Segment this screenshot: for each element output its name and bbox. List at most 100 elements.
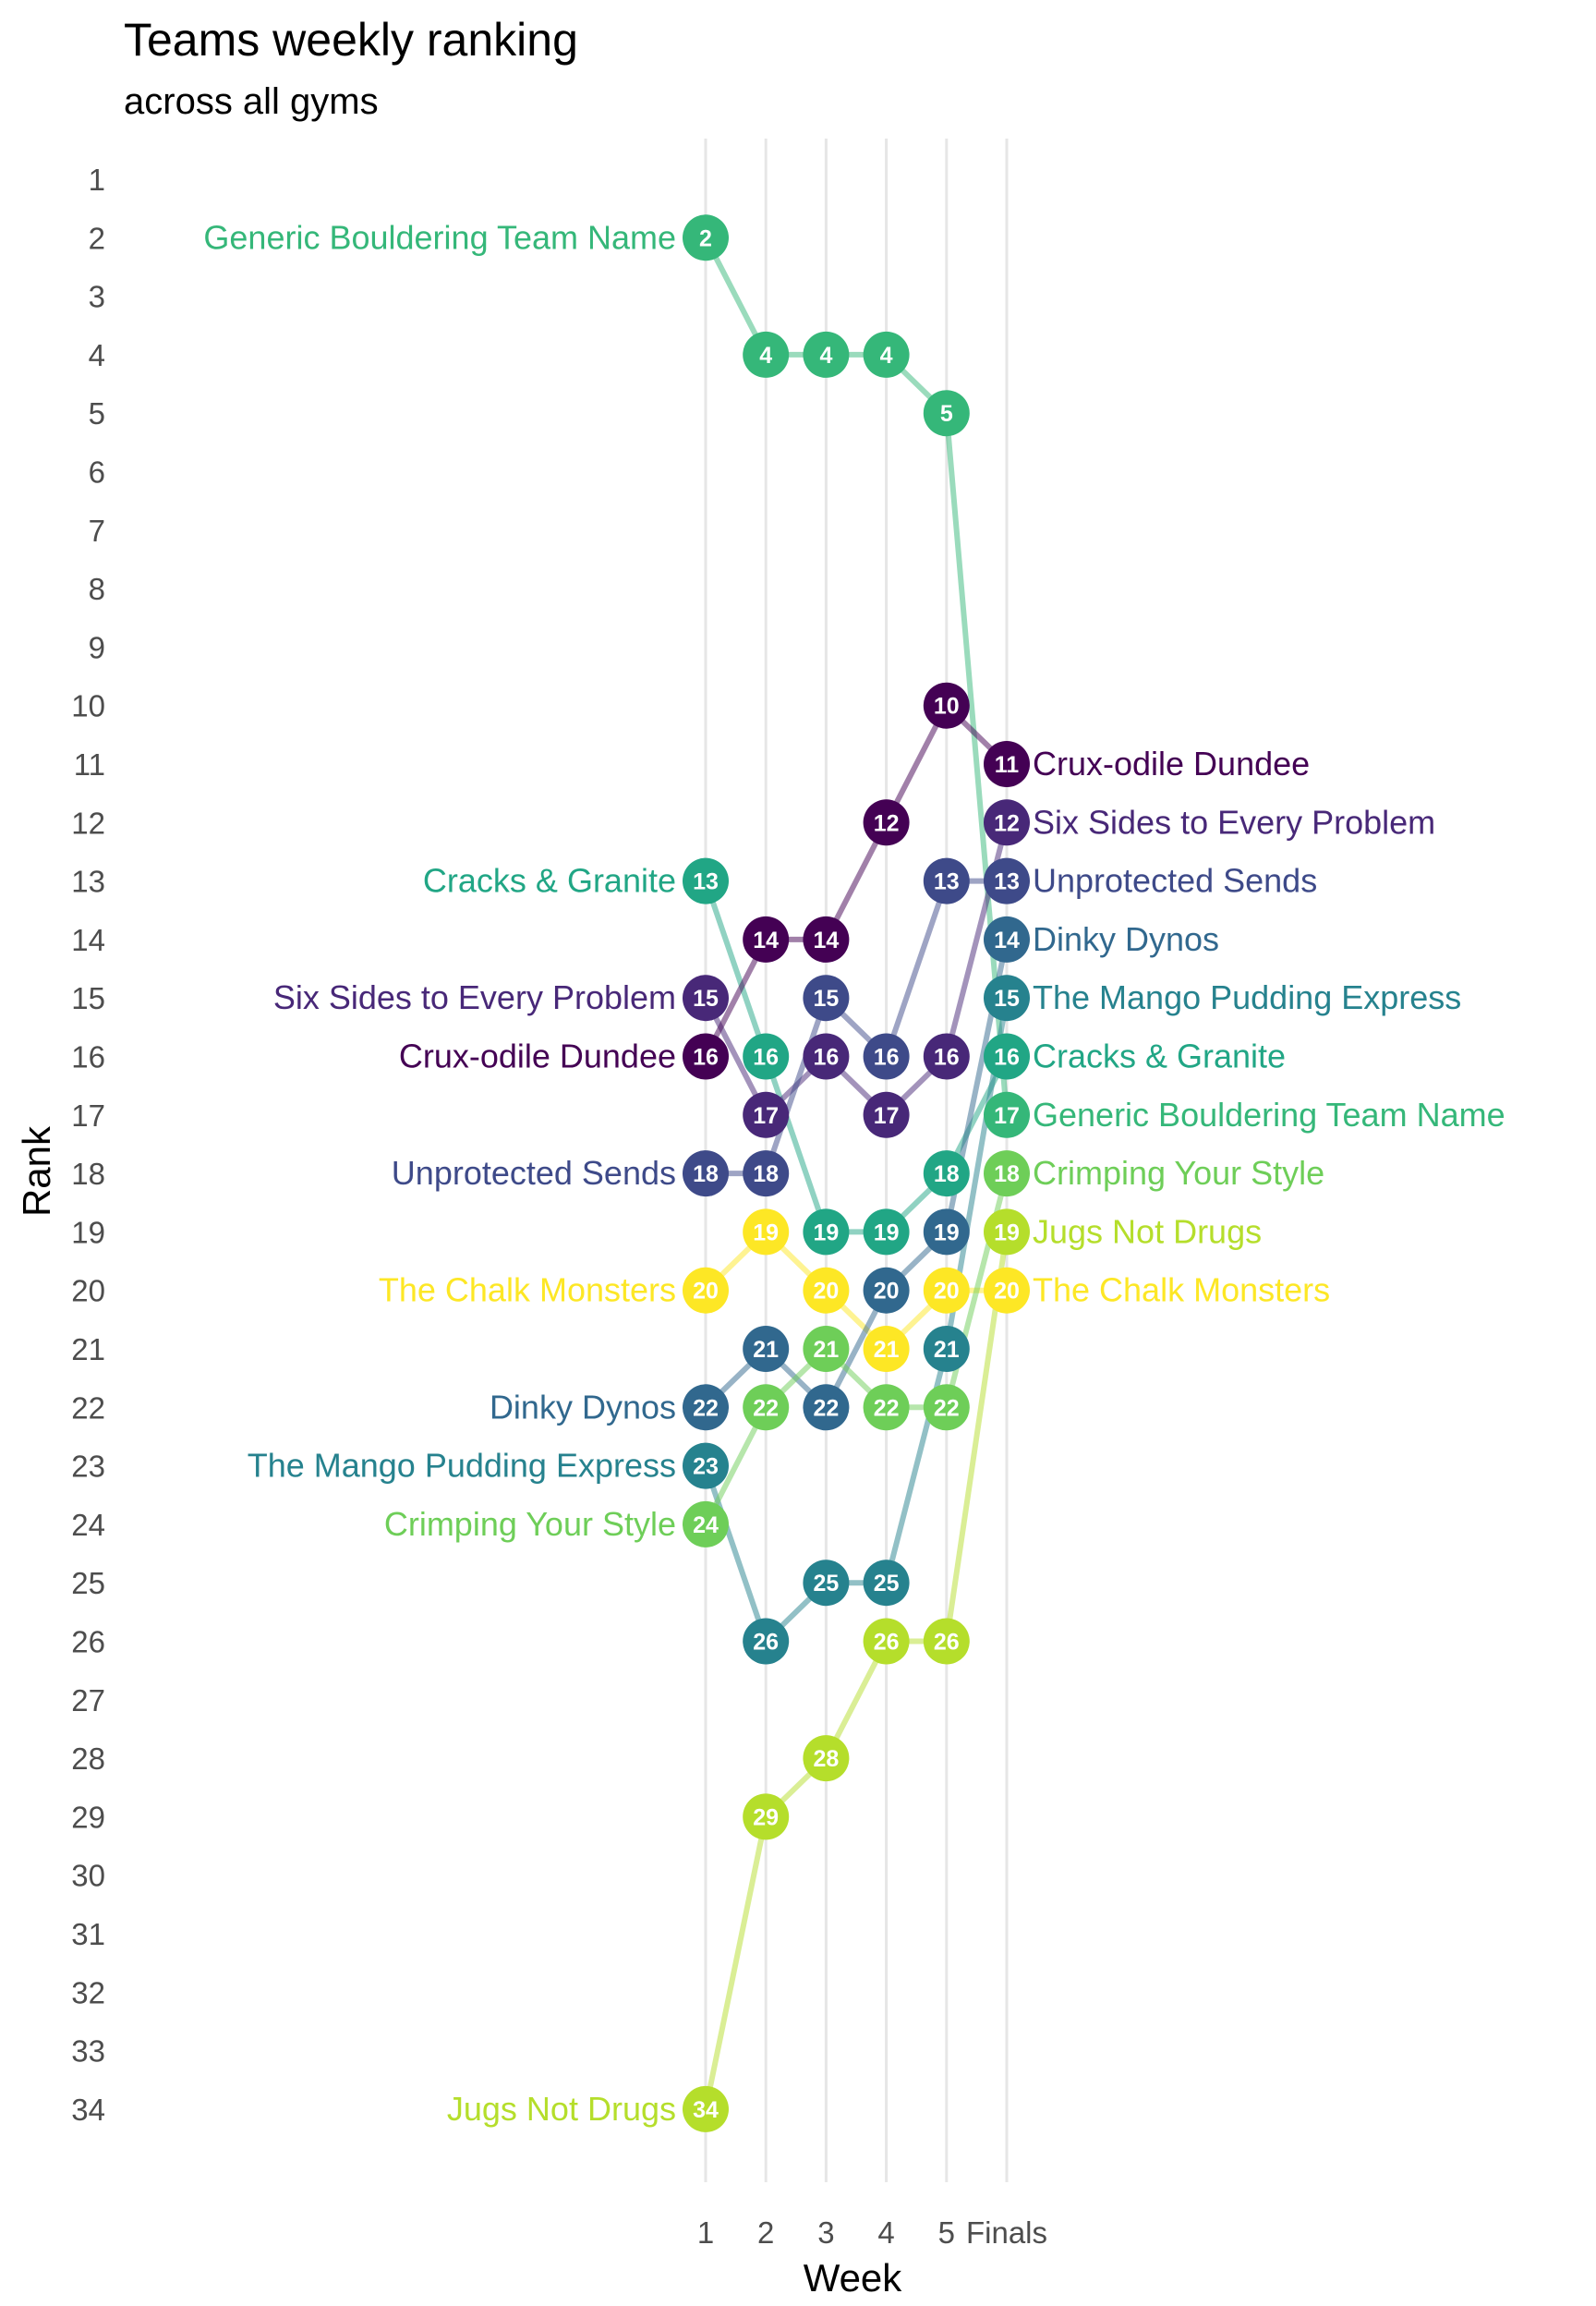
data-point xyxy=(923,1384,970,1431)
data-point xyxy=(863,1618,910,1665)
data-point xyxy=(683,1150,729,1197)
data-point-label: 4 xyxy=(759,343,772,369)
data-point xyxy=(863,1560,910,1607)
y-tick-label: 1 xyxy=(89,163,105,197)
data-point-label: 15 xyxy=(994,986,1020,1012)
data-point xyxy=(984,799,1030,846)
data-point xyxy=(743,1793,790,1840)
data-point xyxy=(803,975,850,1022)
y-tick-label: 9 xyxy=(89,630,105,664)
data-point-label: 26 xyxy=(874,1630,900,1656)
y-tick-label: 10 xyxy=(71,689,105,723)
data-point xyxy=(863,1384,910,1431)
start-label-dinky-dynos: Dinky Dynos xyxy=(490,1388,676,1426)
end-labels: Generic Bouldering Team Name Cracks & Gra… xyxy=(1033,745,1505,1309)
data-point xyxy=(803,1560,850,1607)
data-point-label: 16 xyxy=(874,1045,900,1071)
end-label-six-sides-to-every-problem: Six Sides to Every Problem xyxy=(1033,803,1435,841)
y-tick-label: 18 xyxy=(71,1157,105,1191)
data-point xyxy=(683,975,729,1022)
data-point xyxy=(743,1091,790,1138)
data-point-label: 20 xyxy=(874,1279,900,1305)
data-point xyxy=(803,916,850,963)
y-tick-label: 13 xyxy=(71,865,105,899)
data-point xyxy=(863,799,910,846)
data-point xyxy=(923,390,970,437)
data-point-label: 20 xyxy=(934,1279,960,1305)
data-point-label: 22 xyxy=(813,1395,839,1421)
data-point-label: 22 xyxy=(874,1395,900,1421)
data-point xyxy=(863,1267,910,1314)
data-point-label: 17 xyxy=(753,1103,779,1129)
data-point xyxy=(743,916,790,963)
data-point-label: 25 xyxy=(874,1571,900,1596)
y-tick-label: 2 xyxy=(89,221,105,255)
data-point-label: 19 xyxy=(934,1220,960,1245)
end-label-jugs-not-drugs: Jugs Not Drugs xyxy=(1033,1212,1262,1250)
data-point-label: 10 xyxy=(934,694,960,720)
data-point-label: 29 xyxy=(753,1804,779,1830)
data-point-label: 18 xyxy=(753,1161,779,1187)
data-point-label: 18 xyxy=(934,1161,960,1187)
data-point xyxy=(743,1326,790,1372)
data-point xyxy=(683,214,729,261)
x-tick-label: 1 xyxy=(697,2215,714,2250)
data-point-label: 13 xyxy=(934,869,960,895)
data-point-label: 21 xyxy=(753,1337,779,1363)
x-tick-label: 2 xyxy=(757,2215,774,2250)
x-tick-label: 4 xyxy=(877,2215,894,2250)
end-label-the-chalk-monsters: The Chalk Monsters xyxy=(1033,1271,1330,1309)
data-point-label: 11 xyxy=(995,752,1020,778)
y-tick-label: 23 xyxy=(71,1450,105,1484)
y-tick-label: 15 xyxy=(71,981,105,1015)
data-point-label: 15 xyxy=(813,986,839,1012)
y-tick-label: 7 xyxy=(89,514,105,548)
x-axis-title: Week xyxy=(804,2256,903,2300)
y-tick-label: 27 xyxy=(71,1683,105,1717)
data-point xyxy=(803,1208,850,1256)
end-label-crimping-your-style: Crimping Your Style xyxy=(1033,1154,1324,1192)
data-point-label: 26 xyxy=(753,1630,779,1656)
data-point xyxy=(923,1267,970,1314)
data-point-label: 16 xyxy=(934,1045,960,1071)
y-tick-label: 20 xyxy=(71,1274,105,1308)
data-point-label: 23 xyxy=(693,1454,719,1480)
data-point-label: 14 xyxy=(753,928,779,953)
start-label-the-mango-pudding-express: The Mango Pudding Express xyxy=(248,1447,676,1485)
data-point xyxy=(803,1033,850,1080)
data-point-label: 4 xyxy=(819,343,832,369)
start-label-generic-bouldering-team-name: Generic Bouldering Team Name xyxy=(203,218,676,256)
data-point xyxy=(923,1033,970,1080)
data-point xyxy=(984,1267,1030,1314)
data-point xyxy=(984,1208,1030,1256)
data-point xyxy=(683,1500,729,1547)
data-point-label: 15 xyxy=(693,986,719,1012)
x-tick-label: 5 xyxy=(938,2215,955,2250)
data-point-label: 25 xyxy=(813,1571,839,1596)
start-label-jugs-not-drugs: Jugs Not Drugs xyxy=(447,2090,676,2128)
data-point-label: 20 xyxy=(693,1279,719,1305)
y-axis-ticks: 1234567891011121314151617181920212223242… xyxy=(71,163,105,2127)
data-point-label: 21 xyxy=(874,1337,900,1363)
data-point xyxy=(743,1208,790,1256)
y-tick-label: 26 xyxy=(71,1625,105,1659)
data-point-label: 14 xyxy=(994,928,1020,953)
data-point xyxy=(923,682,970,729)
y-tick-label: 5 xyxy=(89,396,105,431)
y-tick-label: 28 xyxy=(71,1742,105,1776)
data-point xyxy=(683,1442,729,1489)
data-point xyxy=(683,1033,729,1080)
data-point xyxy=(863,1091,910,1138)
start-label-crux-odile-dundee: Crux-odile Dundee xyxy=(399,1038,676,1075)
end-label-crux-odile-dundee: Crux-odile Dundee xyxy=(1033,745,1310,783)
end-label-the-mango-pudding-express: The Mango Pudding Express xyxy=(1033,978,1461,1016)
data-point xyxy=(984,741,1030,787)
data-point-label: 20 xyxy=(994,1279,1020,1305)
y-tick-label: 14 xyxy=(71,923,105,957)
data-point-label: 34 xyxy=(693,2097,719,2123)
y-tick-label: 6 xyxy=(89,455,105,490)
data-point xyxy=(683,1384,729,1431)
data-point-label: 19 xyxy=(874,1220,900,1245)
y-tick-label: 31 xyxy=(71,1917,105,1951)
